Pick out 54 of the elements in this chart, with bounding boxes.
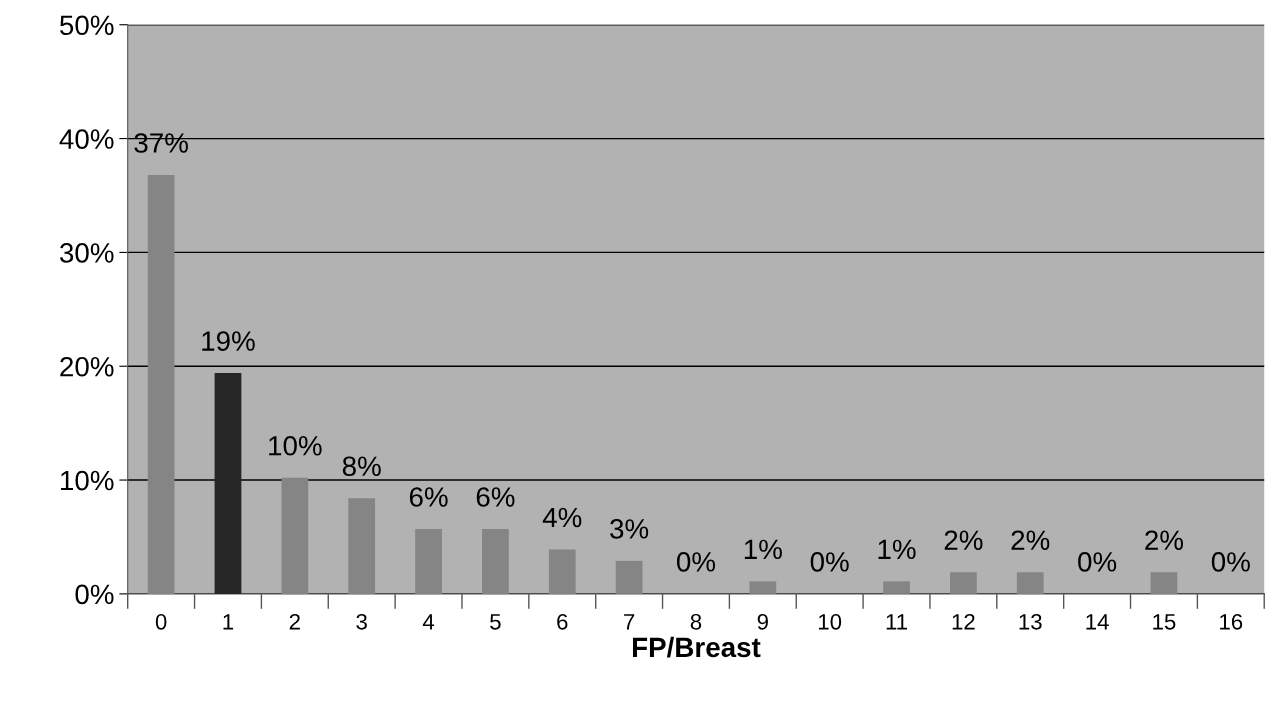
x-tick-label: 12	[952, 613, 975, 630]
x-tick-label: 0	[155, 613, 167, 630]
x-tick-label: 8	[690, 613, 702, 630]
data-label: 6%	[476, 487, 515, 507]
data-label: 8%	[342, 456, 381, 477]
bar	[615, 560, 643, 594]
data-label: 19%	[202, 331, 255, 351]
x-tick-label: 3	[356, 613, 367, 630]
x-axis-title: FP/Breast	[632, 636, 761, 658]
bar	[214, 373, 242, 594]
data-label: 0%	[676, 552, 716, 572]
data-label: 1%	[878, 539, 916, 560]
bar	[883, 581, 910, 594]
data-label: 6%	[409, 487, 448, 507]
data-label: 2%	[1145, 530, 1184, 550]
y-tick-label: 20%	[60, 356, 114, 377]
bar	[415, 529, 442, 594]
data-label: 10%	[269, 435, 322, 456]
bar	[950, 572, 977, 594]
x-tick-label: 16	[1220, 613, 1243, 630]
bar	[749, 581, 777, 594]
data-label: 0%	[810, 552, 849, 572]
bar	[281, 477, 309, 594]
x-tick-label: 9	[757, 613, 768, 630]
data-label: 0%	[1078, 552, 1117, 572]
data-label: 2%	[944, 530, 983, 550]
x-tick-label: 14	[1086, 614, 1109, 630]
data-label: 3%	[610, 519, 649, 539]
bar	[482, 529, 509, 594]
x-tick-label: 4	[422, 614, 435, 630]
data-label: 4%	[542, 507, 582, 528]
data-label: 0%	[1211, 552, 1250, 572]
x-tick-label: 5	[490, 614, 501, 630]
x-tick-label: 1	[223, 614, 234, 630]
y-tick-label: 10%	[61, 470, 114, 491]
x-tick-label: 7	[624, 614, 635, 630]
bar	[147, 175, 175, 594]
x-tick-label: 10	[819, 613, 842, 630]
bar	[348, 498, 376, 594]
data-label: 2%	[1011, 530, 1050, 550]
x-tick-label: 13	[1019, 613, 1042, 630]
y-tick-label: 50%	[60, 15, 114, 36]
x-tick-label: 2	[289, 613, 300, 630]
x-tick-label: 6	[557, 613, 568, 630]
y-tick-label: 40%	[59, 129, 114, 149]
y-tick-label: 0%	[75, 584, 114, 605]
bar	[548, 549, 576, 594]
x-tick-label: 11	[886, 614, 907, 630]
data-label: 1%	[744, 539, 782, 560]
bar	[1150, 572, 1178, 594]
bar	[1016, 572, 1044, 594]
x-tick-label: 15	[1153, 614, 1176, 630]
y-tick-label: 30%	[59, 243, 114, 263]
data-label: 37%	[134, 133, 188, 153]
